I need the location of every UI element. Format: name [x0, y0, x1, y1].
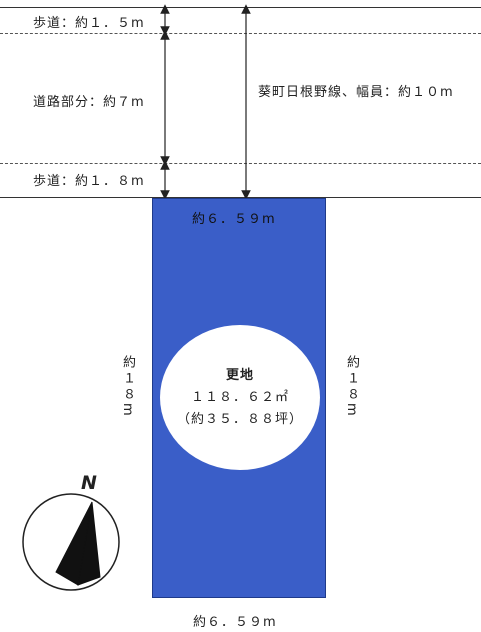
parcel-left-depth-label: 約１８m	[120, 355, 135, 419]
road-name-label: 葵町日根野線、幅員：約１０m	[258, 85, 454, 100]
north-label: N	[81, 472, 97, 494]
sidewalk-bottom-label: 歩道：約１．８m	[33, 174, 145, 189]
land-info-ellipse: 更地 １１８．６２㎡ （約３５．８８坪）	[160, 325, 320, 470]
sidewalk-boundary-bottom	[0, 163, 481, 164]
land-type-label: 更地	[225, 367, 254, 383]
roadway-label: 道路部分：約７m	[33, 95, 145, 110]
parcel-bottom-width-label: 約６．５９m	[193, 615, 277, 630]
north-arrow-icon: N	[18, 472, 128, 592]
sidewalk-top-label: 歩道：約１．５m	[33, 16, 145, 31]
area-tsubo-label: （約３５．８８坪）	[176, 411, 303, 427]
area-sqm-label: １１８．６２㎡	[190, 389, 289, 405]
parcel-right-depth-label: 約１８m	[344, 355, 359, 419]
sidewalk-boundary-top	[0, 33, 481, 34]
road-edge-bottom	[0, 197, 481, 198]
road-edge-top	[0, 7, 481, 8]
parcel-top-width-label: 約６．５９m	[192, 212, 276, 227]
